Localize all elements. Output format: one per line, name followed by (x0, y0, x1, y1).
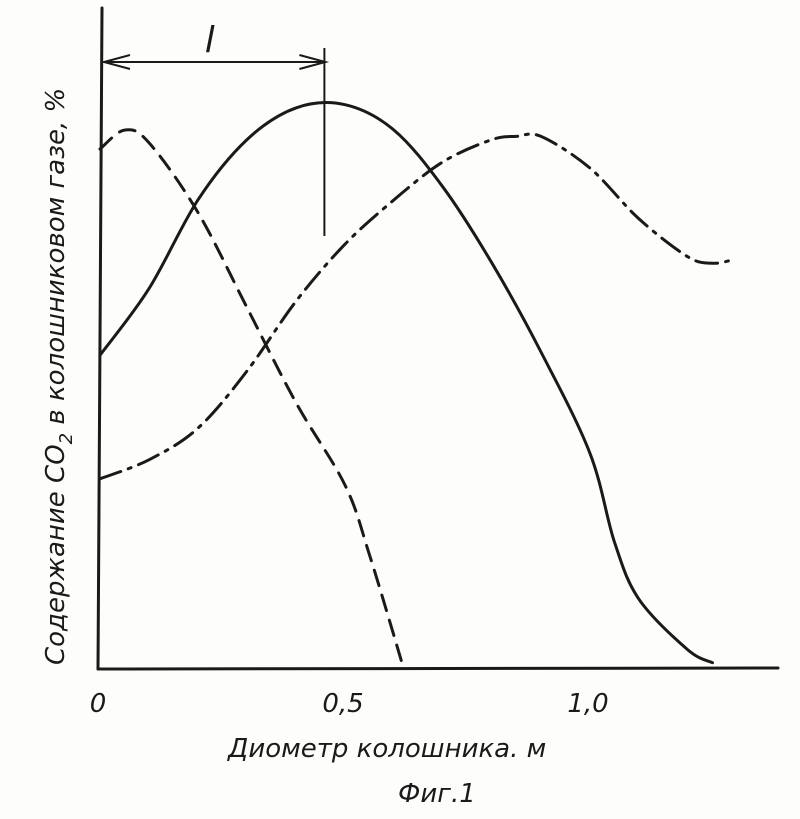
y-axis-label-main: Содержание CO (41, 444, 71, 665)
series-solid-line (100, 103, 713, 663)
annotation-l: l (104, 20, 325, 236)
x-tick-label: 0 (90, 689, 107, 719)
y-axis-label: Содержание CO2 в колошниковом газе, % (41, 88, 77, 665)
x-tick-label: 0,5 (322, 689, 363, 719)
y-axis-label-rest: в колошниковом газе, % (41, 88, 71, 433)
y-axis-label-subscript: 2 (56, 433, 77, 444)
x-axis-label: Диометр колошника. м (227, 734, 546, 764)
x-tick-label: 1,0 (567, 689, 608, 719)
y-axis (98, 8, 102, 669)
series-dashdot-line (100, 134, 732, 479)
x-axis (98, 668, 778, 669)
series-dashed-line (100, 130, 404, 669)
figure-caption: Фиг.1 (398, 779, 476, 809)
annotation-label: l (205, 20, 215, 61)
x-tick-labels: 0 0,5 1,0 (90, 689, 609, 719)
